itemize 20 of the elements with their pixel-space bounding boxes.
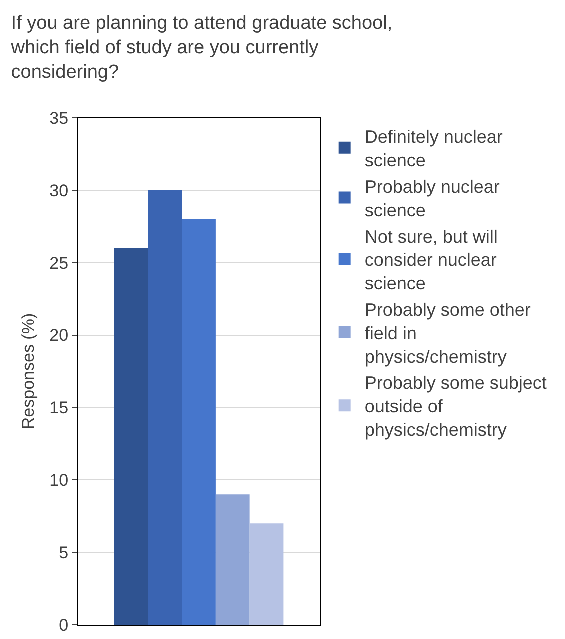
bar: [182, 219, 216, 625]
bar: [216, 494, 250, 625]
legend-label: Probably nuclear science: [364, 177, 500, 220]
y-tick-label: 10: [50, 471, 69, 490]
bar: [114, 248, 148, 625]
chart-title: If you are planning to attend graduate school, which field of study are you currently considering?: [10, 12, 393, 84]
y-axis-title: Responses (%): [19, 313, 38, 430]
bar: [148, 190, 182, 625]
legend-label: Probably some subject outside of physics/chemistry: [364, 373, 547, 440]
legend-label: Not sure, but will consider nuclear science: [364, 226, 498, 294]
y-tick-label: 0: [59, 616, 69, 635]
legend-label: Probably some other field in physics/chemistry: [364, 300, 531, 367]
y-tick-label: 5: [59, 544, 69, 563]
legend-label: Definitely nuclear science: [364, 127, 503, 171]
y-tick-label: 15: [50, 398, 69, 418]
bar: [250, 524, 284, 625]
y-tick-label: 30: [50, 181, 69, 200]
y-tick-label: 25: [50, 254, 69, 273]
y-tick-label: 20: [50, 326, 69, 346]
y-tick-label: 35: [50, 108, 69, 128]
